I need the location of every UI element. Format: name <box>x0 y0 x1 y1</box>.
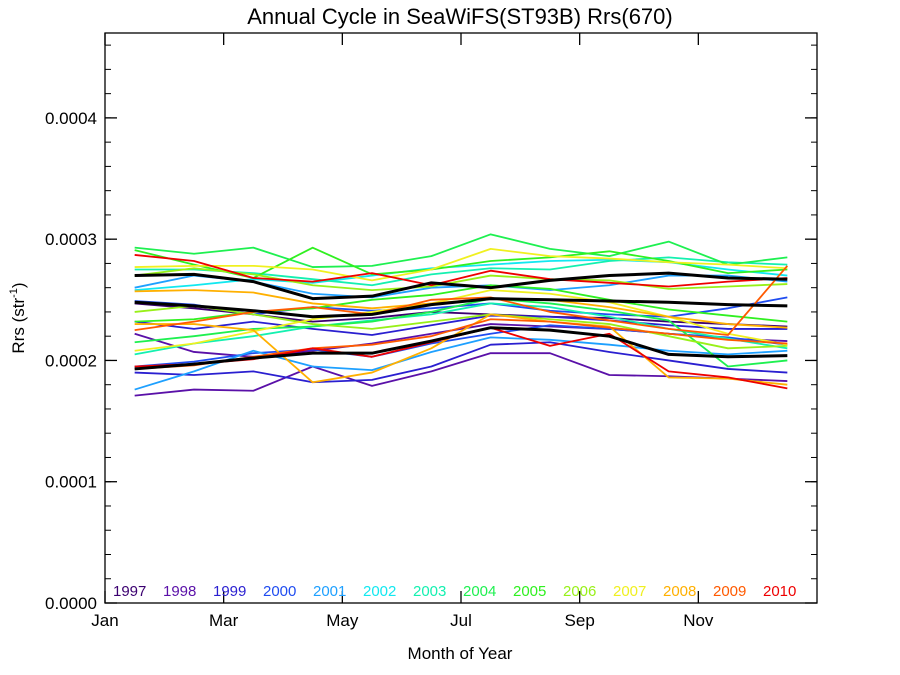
y-tick-label-2: 0.0002 <box>45 351 97 370</box>
series-line-4 <box>134 314 788 336</box>
series-line-16 <box>134 267 788 292</box>
legend-item-2004: 2004 <box>463 583 496 600</box>
series-line-26 <box>134 271 788 301</box>
x-tick-label-1: Mar <box>209 611 239 630</box>
legend-item-2009: 2009 <box>713 583 746 600</box>
y-axis-label-main: Rrs (str <box>9 298 28 354</box>
series-line-18 <box>134 247 788 282</box>
series-line-7 <box>134 336 788 391</box>
legend-item-1999: 1999 <box>213 583 246 600</box>
series-line-20 <box>134 313 788 386</box>
legend-item-2000: 2000 <box>263 583 296 600</box>
legend-item-2006: 2006 <box>563 583 596 600</box>
legend-item-1997: 1997 <box>113 583 146 600</box>
legend-item-2008: 2008 <box>663 583 696 600</box>
x-axis-label: Month of Year <box>408 644 513 663</box>
y-axis-label-close: ) <box>9 282 28 288</box>
y-tick-label-0: 0.0000 <box>45 594 97 613</box>
y-tick-label-4: 0.0004 <box>45 109 97 128</box>
series-line-1 <box>134 352 788 397</box>
y-tick-label-1: 0.0001 <box>45 473 97 492</box>
chart-title: Annual Cycle in SeaWiFS(ST93B) Rrs(670) <box>247 4 672 29</box>
legend-item-2003: 2003 <box>413 583 446 600</box>
series-line-27 <box>134 297 788 319</box>
series-line-22 <box>134 265 789 336</box>
legend-item-2001: 2001 <box>313 583 346 600</box>
y-axis-label-superscript: -1 <box>8 288 20 298</box>
y-tick-label-3: 0.0003 <box>45 230 97 249</box>
x-tick-label-5: Nov <box>683 611 714 630</box>
y-axis-label: Rrs (str-1) <box>8 282 28 353</box>
legend-item-2007: 2007 <box>613 583 646 600</box>
x-tick-label-0: Jan <box>91 611 118 630</box>
series-line-28 <box>134 326 788 371</box>
series-line-13 <box>134 297 788 368</box>
series-line-24 <box>134 254 788 288</box>
legend-item-2005: 2005 <box>513 583 546 600</box>
series-layer <box>134 233 789 397</box>
x-tick-label-4: Sep <box>565 611 595 630</box>
legend: 1997 1998 1999 2000 2001 2002 2003 2004 2005 2006… <box>113 583 796 600</box>
series-line-12 <box>134 233 788 268</box>
axis-ticks: Jan Mar May Jul Sep Nov 0.0000 0.0001 0.0002 0.00… <box>45 33 817 630</box>
series-line-19 <box>134 289 788 352</box>
x-tick-label-3: Jul <box>450 611 472 630</box>
x-tick-label-2: May <box>326 611 359 630</box>
series-line-3 <box>134 341 788 384</box>
legend-item-2010: 2010 <box>763 583 796 600</box>
legend-item-2002: 2002 <box>363 583 396 600</box>
legend-item-1998: 1998 <box>163 583 196 600</box>
